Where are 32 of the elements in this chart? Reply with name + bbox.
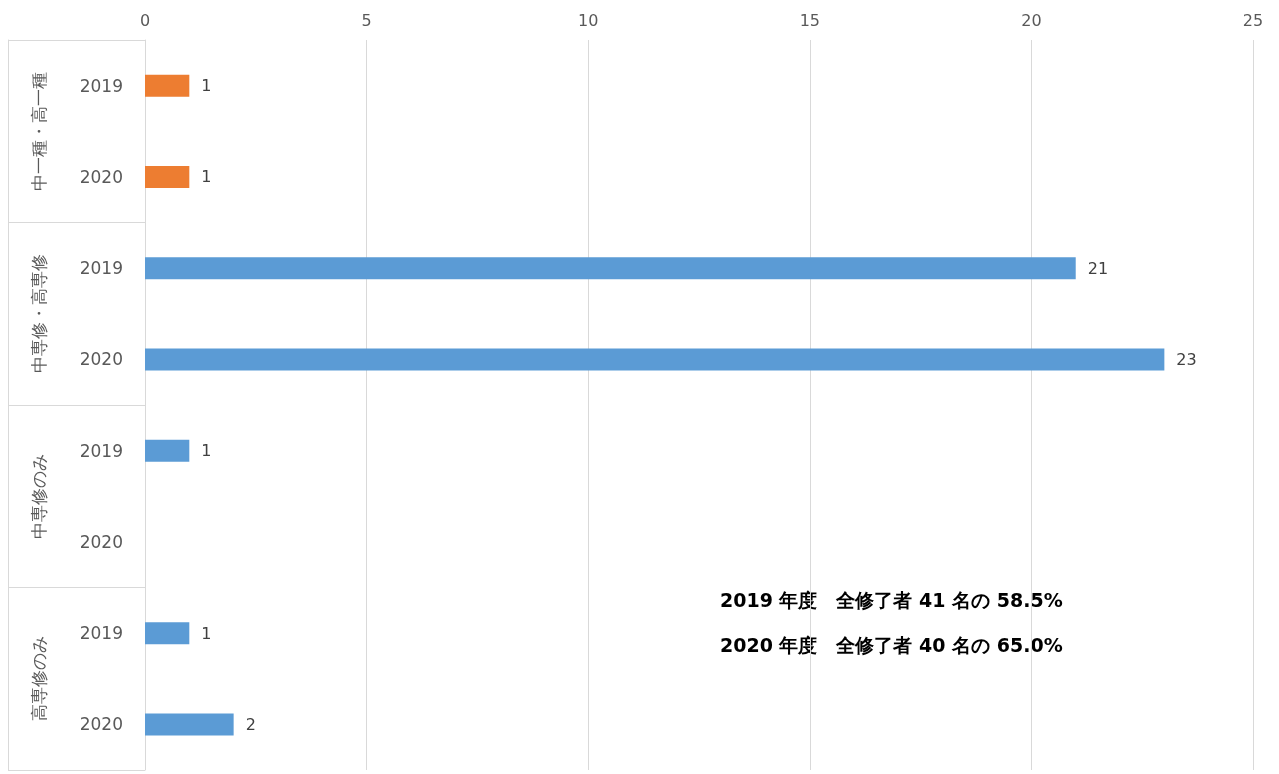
bar — [145, 622, 190, 645]
y-tick-label: 2019 — [79, 440, 123, 461]
text: 中一種・高一種 — [28, 71, 49, 191]
y-tick-label: 2020 — [79, 349, 123, 370]
y-tick-label: 2019 — [79, 75, 123, 96]
bar — [145, 713, 234, 736]
text: 高専修のみ — [28, 636, 49, 722]
data-label: 1 — [201, 623, 212, 643]
bar — [145, 257, 1076, 280]
bar — [145, 165, 190, 188]
x-tick-label: 10 — [578, 10, 599, 30]
text: 中専修のみ — [28, 453, 49, 539]
x-tick-label: 0 — [139, 10, 151, 30]
x-tick-label: 20 — [1021, 10, 1042, 30]
data-label: 1 — [201, 167, 212, 187]
bar — [145, 439, 190, 462]
x-tick-label: 15 — [799, 10, 820, 30]
data-label: 2 — [245, 714, 256, 734]
y-tick-label: 2020 — [79, 531, 123, 552]
y-tick-label: 2020 — [79, 714, 123, 735]
data-label: 1 — [201, 441, 212, 461]
text: 中専修・高専修 — [28, 254, 49, 374]
x-tick-label: 25 — [1242, 10, 1264, 30]
x-tick-label: 5 — [361, 10, 372, 30]
y-tick-label: 2019 — [79, 258, 123, 279]
y-tick-label: 2020 — [79, 166, 123, 187]
bar — [145, 348, 1165, 371]
bar — [145, 74, 190, 97]
data-label: 1 — [201, 76, 212, 96]
data-label: 21 — [1087, 258, 1109, 278]
data-label: 23 — [1176, 349, 1197, 369]
y-tick-label: 2019 — [79, 623, 123, 644]
